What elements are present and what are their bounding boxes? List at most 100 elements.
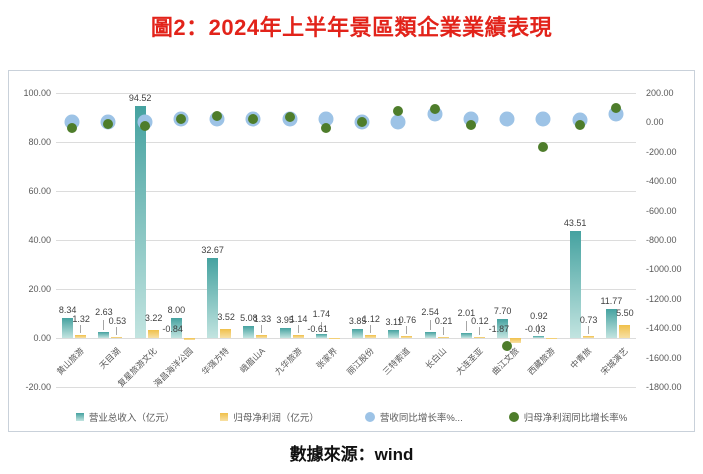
right-axis-tick: -1000.00 bbox=[646, 264, 682, 275]
revenue-label: 8.34 bbox=[58, 304, 77, 315]
left-axis-tick: 100.00 bbox=[23, 88, 51, 98]
revenue-bar bbox=[424, 331, 436, 338]
revenue-growth-dot bbox=[499, 111, 515, 127]
profit-label: 0.73 bbox=[579, 315, 598, 326]
label-leader bbox=[478, 327, 480, 335]
revenue-label: 2.01 bbox=[457, 308, 476, 319]
gridline bbox=[56, 93, 636, 94]
right-axis-tick: -200.00 bbox=[646, 146, 677, 157]
label-leader bbox=[406, 326, 408, 335]
legend-item-2: 营收同比增长率%... bbox=[364, 410, 463, 424]
label-leader bbox=[116, 326, 118, 335]
legend-item-1: 归母净利润（亿元） bbox=[220, 410, 319, 424]
label-leader bbox=[80, 324, 82, 333]
gridline bbox=[56, 338, 636, 339]
profit-bar bbox=[546, 338, 558, 339]
legend-item-3: 归母净利润同比增长率% bbox=[508, 410, 628, 424]
revenue-label: 7.70 bbox=[493, 306, 512, 317]
profit-growth-dot bbox=[357, 117, 368, 128]
revenue-bar bbox=[497, 319, 509, 338]
left-axis-tick: 80.00 bbox=[28, 137, 51, 147]
revenue-bar bbox=[315, 333, 327, 338]
legend-swatch-profit bbox=[220, 413, 229, 421]
gridline bbox=[56, 289, 636, 290]
revenue-label: 5.08 bbox=[240, 312, 258, 323]
legend-label: 营业总收入（亿元） bbox=[88, 413, 175, 424]
revenue-bar bbox=[207, 257, 219, 338]
profit-growth-dot bbox=[465, 120, 476, 131]
profit-bar bbox=[401, 336, 413, 338]
profit-bar bbox=[473, 337, 485, 338]
profit-growth-dot bbox=[139, 121, 150, 132]
right-axis-tick: -1400.00 bbox=[646, 323, 682, 334]
profit-growth-dot bbox=[103, 118, 114, 129]
revenue-growth-dot bbox=[535, 111, 551, 127]
right-axis-tick: -1200.00 bbox=[646, 293, 682, 304]
profit-label: 3.22 bbox=[144, 313, 163, 324]
profit-label: 3.52 bbox=[217, 312, 235, 323]
profit-bar bbox=[220, 329, 232, 338]
revenue-bar bbox=[388, 330, 400, 338]
gridline bbox=[56, 387, 636, 388]
profit-growth-dot bbox=[175, 114, 186, 125]
profit-bar bbox=[437, 337, 449, 338]
gridline bbox=[56, 240, 636, 241]
profit-label: 0.12 bbox=[471, 316, 489, 326]
revenue-label: 32.67 bbox=[201, 244, 224, 255]
revenue-label: 43.51 bbox=[563, 218, 587, 229]
revenue-label: 2.54 bbox=[421, 306, 439, 317]
revenue-bar bbox=[170, 318, 182, 338]
profit-label: -0.84 bbox=[162, 324, 183, 334]
gridline bbox=[56, 191, 636, 192]
label-leader bbox=[587, 326, 589, 335]
profit-bar bbox=[292, 335, 304, 338]
label-leader bbox=[297, 325, 299, 334]
right-axis-tick: 0.00 bbox=[646, 117, 664, 128]
legend-dot-revenue-growth bbox=[364, 412, 375, 422]
right-axis-tick: -400.00 bbox=[646, 176, 677, 187]
revenue-bar bbox=[243, 325, 255, 338]
profit-bar bbox=[365, 335, 377, 338]
profit-bar bbox=[75, 334, 87, 338]
revenue-label: 1.74 bbox=[312, 308, 331, 319]
right-axis-tick: 200.00 bbox=[646, 88, 674, 98]
profit-bar bbox=[256, 334, 268, 338]
profit-growth-dot bbox=[67, 123, 78, 134]
label-leader bbox=[103, 319, 105, 330]
profit-label: -0.61 bbox=[307, 324, 328, 334]
revenue-label: 94.52 bbox=[128, 93, 152, 104]
revenue-bar bbox=[569, 231, 581, 338]
profit-growth-dot bbox=[212, 110, 223, 121]
profit-bar bbox=[618, 324, 630, 338]
profit-growth-dot bbox=[320, 122, 331, 133]
profit-growth-dot bbox=[393, 106, 404, 117]
chart-container: 100.00 80.00 60.00 40.00 20.00 0.00 -20.00 200.… bbox=[8, 70, 695, 432]
profit-growth-dot bbox=[284, 112, 295, 123]
label-leader bbox=[320, 321, 322, 332]
profit-growth-dot bbox=[574, 119, 585, 130]
revenue-bar bbox=[98, 331, 110, 338]
profit-label: 1.32 bbox=[72, 313, 90, 324]
label-leader bbox=[465, 321, 467, 332]
profit-bar bbox=[582, 336, 594, 338]
profit-label: 1.12 bbox=[362, 314, 380, 325]
left-axis-tick: 0.00 bbox=[33, 333, 51, 343]
legend-dot-profit-growth bbox=[508, 412, 519, 422]
profit-bar bbox=[147, 330, 159, 338]
revenue-label: 11.77 bbox=[600, 296, 623, 307]
label-leader bbox=[429, 319, 431, 330]
revenue-label: 8.00 bbox=[167, 305, 186, 316]
revenue-label: 2.63 bbox=[95, 306, 113, 317]
right-axis-tick: -1600.00 bbox=[646, 352, 682, 363]
legend-label: 归母净利润（亿元） bbox=[233, 413, 319, 424]
profit-label: 1.14 bbox=[289, 314, 308, 325]
profit-growth-dot bbox=[538, 142, 549, 153]
legend-label: 归母净利润同比增长率% bbox=[523, 413, 628, 424]
right-axis-tick: -800.00 bbox=[646, 235, 677, 245]
legend-swatch-revenue bbox=[75, 413, 84, 421]
revenue-bar bbox=[460, 333, 472, 338]
chart-legend: 营业总收入（亿元） 归母净利润（亿元） 营收同比增长率%... 归母净利润同比增长率% bbox=[9, 410, 694, 424]
label-leader bbox=[538, 323, 540, 334]
revenue-label: 0.92 bbox=[530, 310, 548, 321]
revenue-bar bbox=[279, 328, 291, 338]
